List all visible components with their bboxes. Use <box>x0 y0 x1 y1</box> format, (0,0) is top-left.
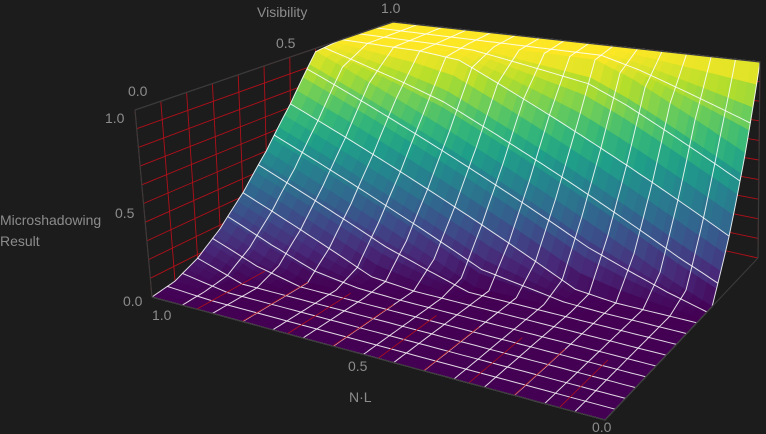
visibility-tick-1: 1.0 <box>381 0 401 16</box>
box-edge <box>392 21 761 63</box>
mesh-line <box>302 34 516 339</box>
gridline <box>423 326 480 371</box>
box-edge <box>134 21 394 111</box>
nl-tick-05: 0.5 <box>348 358 368 374</box>
mesh-line <box>272 32 492 331</box>
mesh-line <box>290 103 697 324</box>
mesh-line <box>323 47 719 284</box>
mesh-line <box>544 56 712 404</box>
z-axis-label-line2: Result <box>0 233 40 249</box>
nl-axis-label: N·L <box>349 389 372 405</box>
box-edge <box>757 61 761 259</box>
box-edge <box>134 109 153 298</box>
nl-tick-1: 1.0 <box>152 307 172 323</box>
gridline <box>197 270 265 310</box>
mesh-line <box>363 40 565 355</box>
box-edges <box>134 21 761 421</box>
box-edge <box>604 257 759 421</box>
mesh-line <box>574 59 736 413</box>
mesh-line <box>181 24 418 306</box>
z-tick-1: 1.0 <box>105 110 125 126</box>
mesh-line <box>341 39 730 237</box>
gridline <box>559 359 609 408</box>
mesh-line <box>393 42 589 364</box>
gridline <box>378 315 437 359</box>
visibility-axis-label: Visibility <box>257 4 307 20</box>
gridline <box>332 304 394 347</box>
z-axis-label-line1: Microshadowing <box>0 212 101 228</box>
mesh-line <box>306 68 708 313</box>
gridline <box>242 281 308 322</box>
mesh-line <box>273 134 687 335</box>
visibility-tick-0: 0.0 <box>128 83 148 99</box>
mesh-line <box>483 51 663 388</box>
z-tick-05: 0.5 <box>115 205 135 221</box>
mesh-line <box>358 33 741 182</box>
visibility-tick-05: 0.5 <box>276 35 296 51</box>
nl-tick-0: 0.0 <box>592 419 612 434</box>
mesh-line <box>242 192 667 356</box>
gridline <box>468 337 523 384</box>
mesh-line <box>227 216 657 367</box>
mesh-line <box>375 27 751 124</box>
mesh-line <box>212 26 443 314</box>
z-tick-0: 0.0 <box>123 293 143 309</box>
mesh-line <box>258 164 677 345</box>
gridline <box>287 292 351 334</box>
surface <box>151 21 761 421</box>
gridline <box>514 348 566 396</box>
box-edge <box>151 296 606 421</box>
mesh-line <box>453 48 639 380</box>
